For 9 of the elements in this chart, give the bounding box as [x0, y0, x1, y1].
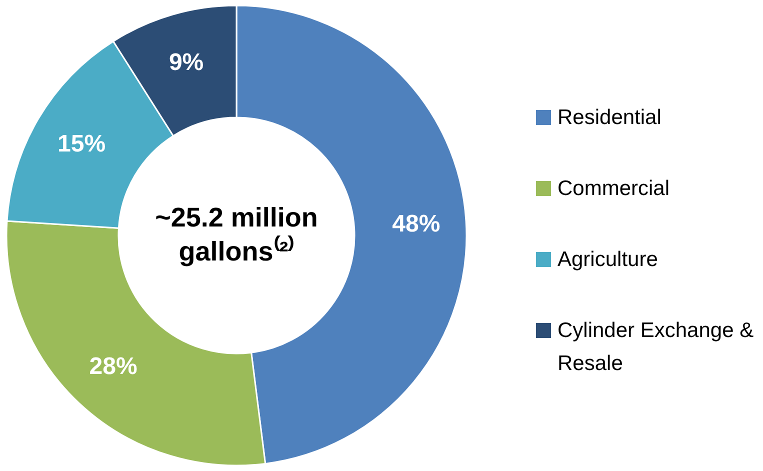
data-label: 15% — [58, 130, 106, 158]
legend-label: Commercial — [558, 177, 670, 200]
legend-label: Agriculture — [558, 248, 658, 271]
data-label: 9% — [168, 49, 204, 76]
data-label: 28% — [89, 353, 138, 380]
data-label: 48% — [392, 210, 440, 238]
legend-label: Residential — [558, 106, 662, 129]
legend-label: Cylinder Exchange & Resale — [558, 319, 754, 375]
text: ~25.2 million gallons⁽²⁾ — [155, 202, 318, 266]
